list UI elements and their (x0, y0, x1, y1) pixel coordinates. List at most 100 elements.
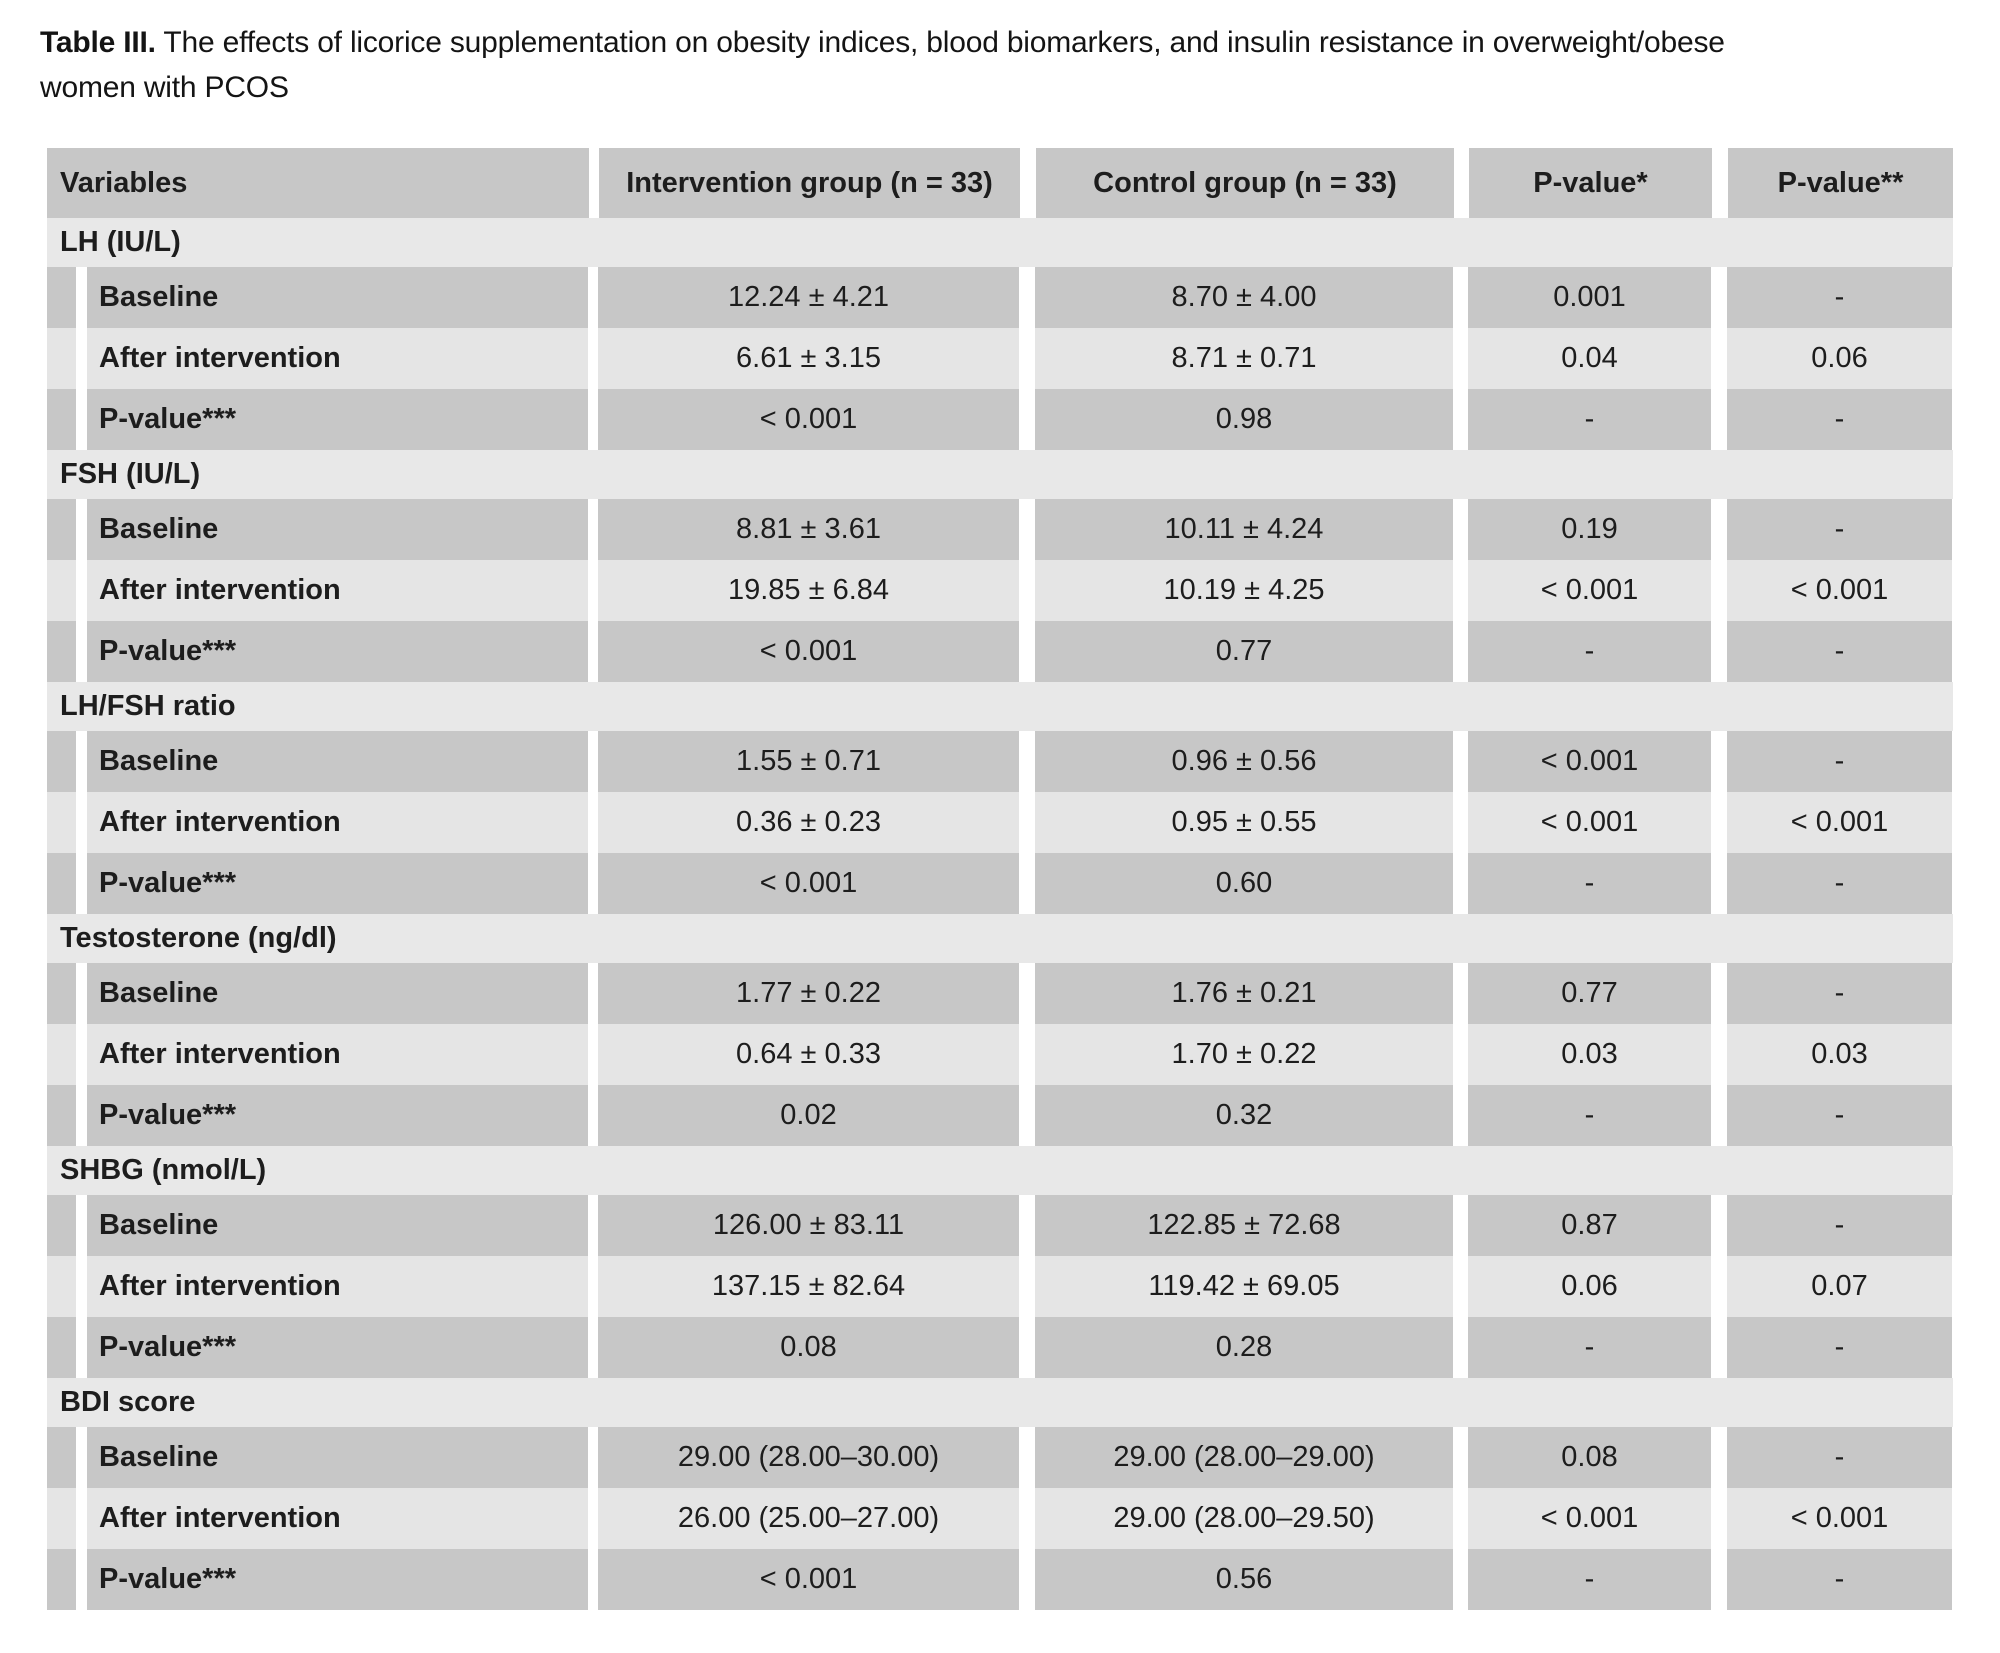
p-value-2-cell: - (1727, 389, 1952, 450)
table-row: After intervention 26.00 (25.00–27.00) 29.… (47, 1488, 1953, 1549)
column-header-variables: Variables (47, 148, 589, 218)
p-value-1-cell: - (1468, 1549, 1711, 1610)
intervention-value-cell: 126.00 ± 83.11 (598, 1195, 1019, 1256)
p-value-1-cell: < 0.001 (1468, 731, 1711, 792)
control-value-cell: 0.60 (1035, 853, 1453, 914)
table-row: After intervention 0.64 ± 0.33 1.70 ± 0.22… (47, 1024, 1953, 1085)
section-header-row: FSH (IU/L) (47, 450, 1953, 499)
p-value-2-cell: - (1727, 1195, 1952, 1256)
caption-text: The effects of licorice supplementation … (163, 26, 1725, 59)
p-value-2-cell: - (1727, 1085, 1952, 1146)
section-header-row: BDI score (47, 1378, 1953, 1427)
p-value-1-cell: 0.77 (1468, 963, 1711, 1024)
control-value-cell: 0.77 (1035, 621, 1453, 682)
intervention-value-cell: 0.02 (598, 1085, 1019, 1146)
table-row: After intervention 0.36 ± 0.23 0.95 ± 0.55… (47, 792, 1953, 853)
table-row: Baseline 12.24 ± 4.21 8.70 ± 4.00 0.001- (47, 267, 1953, 328)
intervention-value-cell: < 0.001 (598, 1549, 1019, 1610)
row-label-cell: P-value*** (87, 1549, 588, 1610)
intervention-value-cell: 0.08 (598, 1317, 1019, 1378)
p-value-1-cell: - (1468, 621, 1711, 682)
p-value-2-cell: - (1727, 621, 1952, 682)
table-row: P-value*** < 0.001 0.56- - (47, 1549, 1953, 1610)
p-value-1-cell: < 0.001 (1468, 560, 1711, 621)
p-value-1-cell: - (1468, 1317, 1711, 1378)
intervention-value-cell: 6.61 ± 3.15 (598, 328, 1019, 389)
table-row: Baseline 29.00 (28.00–30.00) 29.00 (28.00–… (47, 1427, 1953, 1488)
control-value-cell: 0.96 ± 0.56 (1035, 731, 1453, 792)
table-row: Baseline 1.55 ± 0.71 0.96 ± 0.56 < 0.001- (47, 731, 1953, 792)
row-label-cell: Baseline (87, 963, 588, 1024)
section-header-row: SHBG (nmol/L) (47, 1146, 1953, 1195)
row-indent-strip (47, 963, 76, 1024)
control-value-cell: 29.00 (28.00–29.00) (1035, 1427, 1453, 1488)
column-header-p-value-2: P-value** (1728, 148, 1953, 218)
row-label-cell: P-value*** (87, 1085, 588, 1146)
p-value-1-cell: < 0.001 (1468, 1488, 1711, 1549)
intervention-value-cell: 26.00 (25.00–27.00) (598, 1488, 1019, 1549)
row-indent-strip (47, 328, 76, 389)
intervention-value-cell: 12.24 ± 4.21 (598, 267, 1019, 328)
table-row: After intervention 137.15 ± 82.64 119.42 ±… (47, 1256, 1953, 1317)
table-row: After intervention 6.61 ± 3.15 8.71 ± 0.71… (47, 328, 1953, 389)
row-indent-strip (47, 621, 76, 682)
p-value-2-cell: < 0.001 (1727, 560, 1952, 621)
caption-label: Table III. (40, 26, 156, 59)
row-indent-strip (47, 389, 76, 450)
intervention-value-cell: < 0.001 (598, 621, 1019, 682)
control-value-cell: 1.70 ± 0.22 (1035, 1024, 1453, 1085)
table-caption: Table III. The effects of licorice suppl… (40, 20, 1972, 110)
row-label-cell: Baseline (87, 731, 588, 792)
row-label-cell: After intervention (87, 328, 588, 389)
control-value-cell: 0.98 (1035, 389, 1453, 450)
caption-line-2: women with PCOS (40, 71, 289, 104)
column-header-control-group: Control group (n = 33) (1036, 148, 1454, 218)
p-value-2-cell: - (1727, 267, 1952, 328)
row-label-cell: Baseline (87, 1427, 588, 1488)
row-label-cell: Baseline (87, 267, 588, 328)
table-row: P-value*** < 0.001 0.77- - (47, 621, 1953, 682)
control-value-cell: 0.56 (1035, 1549, 1453, 1610)
caption-line-1: Table III. The effects of licorice suppl… (40, 20, 1972, 65)
table-row: Baseline 1.77 ± 0.22 1.76 ± 0.21 0.77- (47, 963, 1953, 1024)
p-value-1-cell: < 0.001 (1468, 792, 1711, 853)
p-value-1-cell: 0.87 (1468, 1195, 1711, 1256)
control-value-cell: 0.28 (1035, 1317, 1453, 1378)
intervention-value-cell: 0.36 ± 0.23 (598, 792, 1019, 853)
row-indent-strip (47, 499, 76, 560)
section-header-row: Testosterone (ng/dl) (47, 914, 1953, 963)
row-label-cell: After intervention (87, 1488, 588, 1549)
row-indent-strip (47, 1317, 76, 1378)
row-label-cell: P-value*** (87, 1317, 588, 1378)
control-value-cell: 122.85 ± 72.68 (1035, 1195, 1453, 1256)
control-value-cell: 8.71 ± 0.71 (1035, 328, 1453, 389)
table-row: Baseline 126.00 ± 83.11 122.85 ± 72.68 0.87… (47, 1195, 1953, 1256)
data-table: Variables Intervention group (n = 33) Cont… (47, 148, 1953, 1610)
table-row: P-value*** < 0.001 0.98- - (47, 389, 1953, 450)
row-label-cell: After intervention (87, 560, 588, 621)
p-value-2-cell: - (1727, 853, 1952, 914)
table-row: P-value*** 0.02 0.32- - (47, 1085, 1953, 1146)
row-indent-strip (47, 731, 76, 792)
row-indent-strip (47, 560, 76, 621)
row-label-cell: P-value*** (87, 389, 588, 450)
row-label-cell: P-value*** (87, 621, 588, 682)
intervention-value-cell: 1.77 ± 0.22 (598, 963, 1019, 1024)
row-label-cell: After intervention (87, 1256, 588, 1317)
p-value-1-cell: - (1468, 853, 1711, 914)
table-header-row: Variables Intervention group (n = 33) Cont… (47, 148, 1953, 218)
intervention-value-cell: 1.55 ± 0.71 (598, 731, 1019, 792)
intervention-value-cell: 29.00 (28.00–30.00) (598, 1427, 1019, 1488)
p-value-1-cell: 0.06 (1468, 1256, 1711, 1317)
p-value-1-cell: 0.04 (1468, 328, 1711, 389)
row-label-cell: Baseline (87, 1195, 588, 1256)
p-value-2-cell: < 0.001 (1727, 1488, 1952, 1549)
row-indent-strip (47, 1549, 76, 1610)
table-row: P-value*** 0.08 0.28- - (47, 1317, 1953, 1378)
row-indent-strip (47, 1024, 76, 1085)
p-value-1-cell: 0.001 (1468, 267, 1711, 328)
p-value-2-cell: - (1727, 731, 1952, 792)
p-value-2-cell: - (1727, 963, 1952, 1024)
row-indent-strip (47, 853, 76, 914)
p-value-2-cell: - (1727, 1549, 1952, 1610)
